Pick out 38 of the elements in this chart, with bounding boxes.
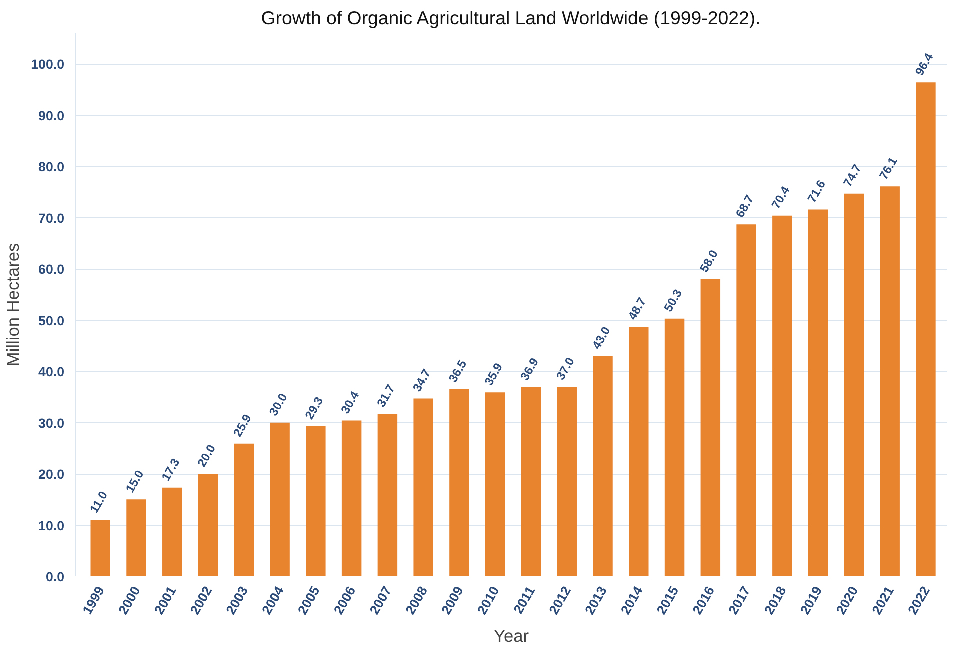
x-axis-title: Year bbox=[494, 626, 530, 646]
bar bbox=[593, 356, 613, 576]
bar bbox=[485, 392, 506, 576]
chart-title: Growth of Organic Agricultural Land Worldwide (1999-2022). bbox=[261, 8, 761, 28]
y-tick-label: 40.0 bbox=[38, 364, 65, 380]
bar bbox=[342, 420, 362, 576]
y-tick-label: 90.0 bbox=[38, 108, 65, 124]
y-tick-label: 0.0 bbox=[46, 570, 65, 584]
bar bbox=[234, 444, 254, 576]
bar bbox=[414, 398, 434, 576]
bar bbox=[844, 194, 864, 576]
y-tick-label: 100.0 bbox=[31, 57, 65, 72]
bar bbox=[808, 210, 828, 576]
y-tick-label: 60.0 bbox=[38, 262, 65, 278]
bar bbox=[772, 216, 792, 576]
bar bbox=[126, 500, 146, 576]
y-tick-label: 30.0 bbox=[38, 416, 65, 431]
bar bbox=[306, 426, 326, 576]
bar bbox=[664, 318, 685, 576]
bar bbox=[270, 422, 290, 576]
bar bbox=[880, 186, 900, 576]
bar bbox=[162, 488, 182, 576]
bar bbox=[521, 387, 542, 576]
bar bbox=[736, 224, 756, 576]
y-tick-label: 80.0 bbox=[38, 160, 65, 175]
bar bbox=[629, 327, 649, 576]
bar bbox=[198, 474, 218, 576]
bar bbox=[557, 386, 577, 576]
bar bbox=[916, 82, 936, 576]
bar bbox=[378, 414, 398, 576]
y-tick-label: 70.0 bbox=[38, 210, 65, 226]
bar bbox=[450, 390, 470, 576]
bar bbox=[700, 279, 721, 576]
y-tick-label: 50.0 bbox=[38, 313, 65, 328]
bar bbox=[90, 520, 110, 576]
y-axis-title: Million Hectares bbox=[3, 243, 24, 367]
y-tick-label: 20.0 bbox=[38, 467, 65, 482]
y-tick-label: 10.0 bbox=[38, 518, 65, 534]
